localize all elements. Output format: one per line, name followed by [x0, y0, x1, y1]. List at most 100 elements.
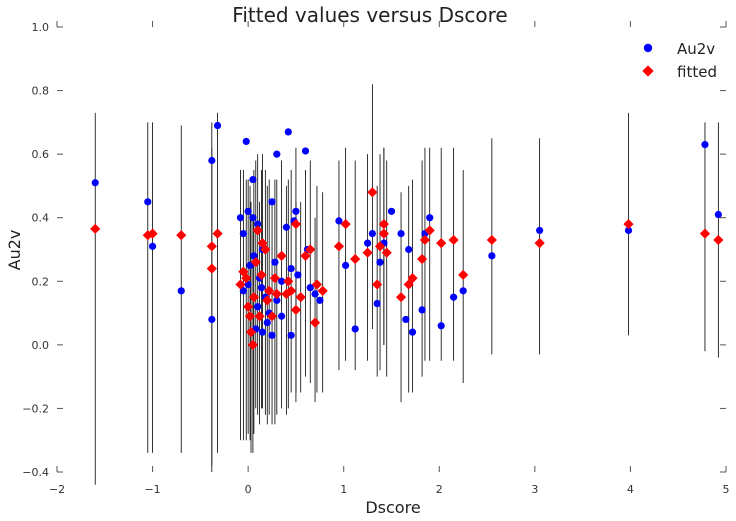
x-tick-label: 1: [340, 483, 347, 496]
au2v-point: [254, 220, 262, 228]
au2v-point: [258, 328, 267, 336]
fitted-point: [90, 223, 101, 234]
fitted-point: [248, 292, 259, 303]
au2v-point: [213, 121, 222, 130]
x-tick-label: −1: [144, 483, 160, 496]
au2v-point: [208, 315, 216, 324]
fitted-point: [458, 269, 469, 281]
fitted-point: [381, 247, 392, 258]
fitted-point: [243, 301, 254, 312]
x-tick-label: 5: [723, 483, 730, 496]
fitted-point: [486, 234, 497, 246]
fitted-point: [252, 225, 263, 236]
fitted-point: [286, 285, 297, 296]
fitted-point: [395, 292, 407, 303]
fitted-point: [295, 292, 306, 303]
au2v-point: [624, 226, 633, 235]
fitted-point: [176, 230, 187, 241]
fitted-point: [362, 247, 373, 258]
fitted-point: [713, 234, 724, 246]
au2v-point: [287, 264, 295, 273]
au2v-point: [271, 258, 279, 266]
au2v-point: [284, 128, 292, 136]
x-tick-label: 0: [245, 483, 252, 496]
fitted-point: [623, 218, 634, 230]
fitted-point: [266, 311, 278, 322]
fitted-point: [309, 317, 321, 328]
legend-au2v-label: Au2v: [677, 40, 715, 58]
y-tick-label: 0.2: [32, 275, 50, 288]
au2v-point: [246, 261, 254, 269]
fitted-point: [260, 244, 271, 255]
au2v-point: [306, 284, 314, 292]
au2v-point: [342, 261, 350, 269]
au2v-point: [236, 214, 245, 222]
x-axis-label: Dscore: [365, 498, 420, 517]
fitted-point: [419, 234, 431, 246]
fitted-point: [206, 263, 217, 274]
fitted-point: [317, 285, 328, 296]
chart-title: Fitted values versus Dscore: [232, 3, 507, 27]
y-tick-label: 0.6: [32, 148, 50, 161]
au2v-point: [257, 284, 266, 292]
fitted-point: [244, 311, 256, 322]
au2v-point: [408, 328, 417, 336]
au2v-point: [405, 245, 413, 254]
fitted-point: [300, 250, 311, 261]
fitted-point: [269, 273, 280, 284]
fitted-point: [206, 241, 217, 252]
fitted-point: [699, 228, 711, 239]
fitted-point: [436, 238, 447, 249]
y-tick-label: 1.0: [32, 21, 50, 34]
au2v-point: [402, 315, 410, 324]
fitted-point: [448, 234, 459, 246]
y-tick-label: 0.4: [32, 212, 50, 225]
au2v-point: [287, 331, 295, 339]
au2v-point: [292, 207, 300, 215]
au2v-point: [254, 303, 262, 311]
au2v-point: [177, 287, 185, 295]
au2v-point: [268, 198, 276, 206]
au2v-point: [335, 217, 343, 225]
au2v-point: [364, 239, 372, 247]
fitted-point: [276, 250, 287, 261]
au2v-point: [277, 312, 286, 320]
au2v-point: [294, 271, 302, 279]
au2v-point: [273, 296, 281, 304]
au2v-point: [701, 141, 709, 149]
x-tick-label: 2: [436, 483, 443, 496]
y-tick-label: −0.4: [22, 466, 49, 479]
fitted-point: [264, 285, 275, 296]
au2v-point: [242, 137, 250, 146]
au2v-point: [239, 287, 247, 295]
fitted-point: [416, 253, 428, 265]
legend-au2v-marker: [643, 43, 653, 53]
au2v-point: [459, 287, 467, 295]
y-axis-label: Au2v: [5, 230, 24, 271]
au2v-point: [268, 331, 276, 339]
au2v-point: [437, 322, 445, 330]
au2v-point: [376, 258, 384, 266]
fitted-point: [235, 279, 246, 290]
au2v-points-layer: [91, 121, 722, 339]
fitted-point: [374, 241, 386, 252]
y-ticks-layer: −0.4 −0.2 0.0 0.2 0.4 0.6 0.8 1.0: [22, 21, 726, 479]
fitted-point: [333, 241, 345, 252]
y-tick-label: −0.2: [22, 402, 49, 415]
au2v-point: [263, 319, 271, 327]
fitted-point: [262, 295, 273, 306]
fitted-point: [367, 187, 378, 198]
fitted-point: [350, 253, 361, 265]
au2v-point: [368, 230, 376, 238]
au2v-point: [277, 277, 286, 285]
legend: Au2v fitted: [642, 40, 717, 81]
fitted-point: [378, 218, 389, 230]
fitted-point: [534, 238, 545, 249]
x-tick-label: −2: [49, 483, 65, 496]
au2v-point: [397, 230, 405, 238]
x-tick-label: 4: [627, 483, 634, 496]
au2v-point: [450, 293, 458, 301]
fitted-point: [247, 339, 259, 350]
fitted-point: [290, 218, 302, 230]
